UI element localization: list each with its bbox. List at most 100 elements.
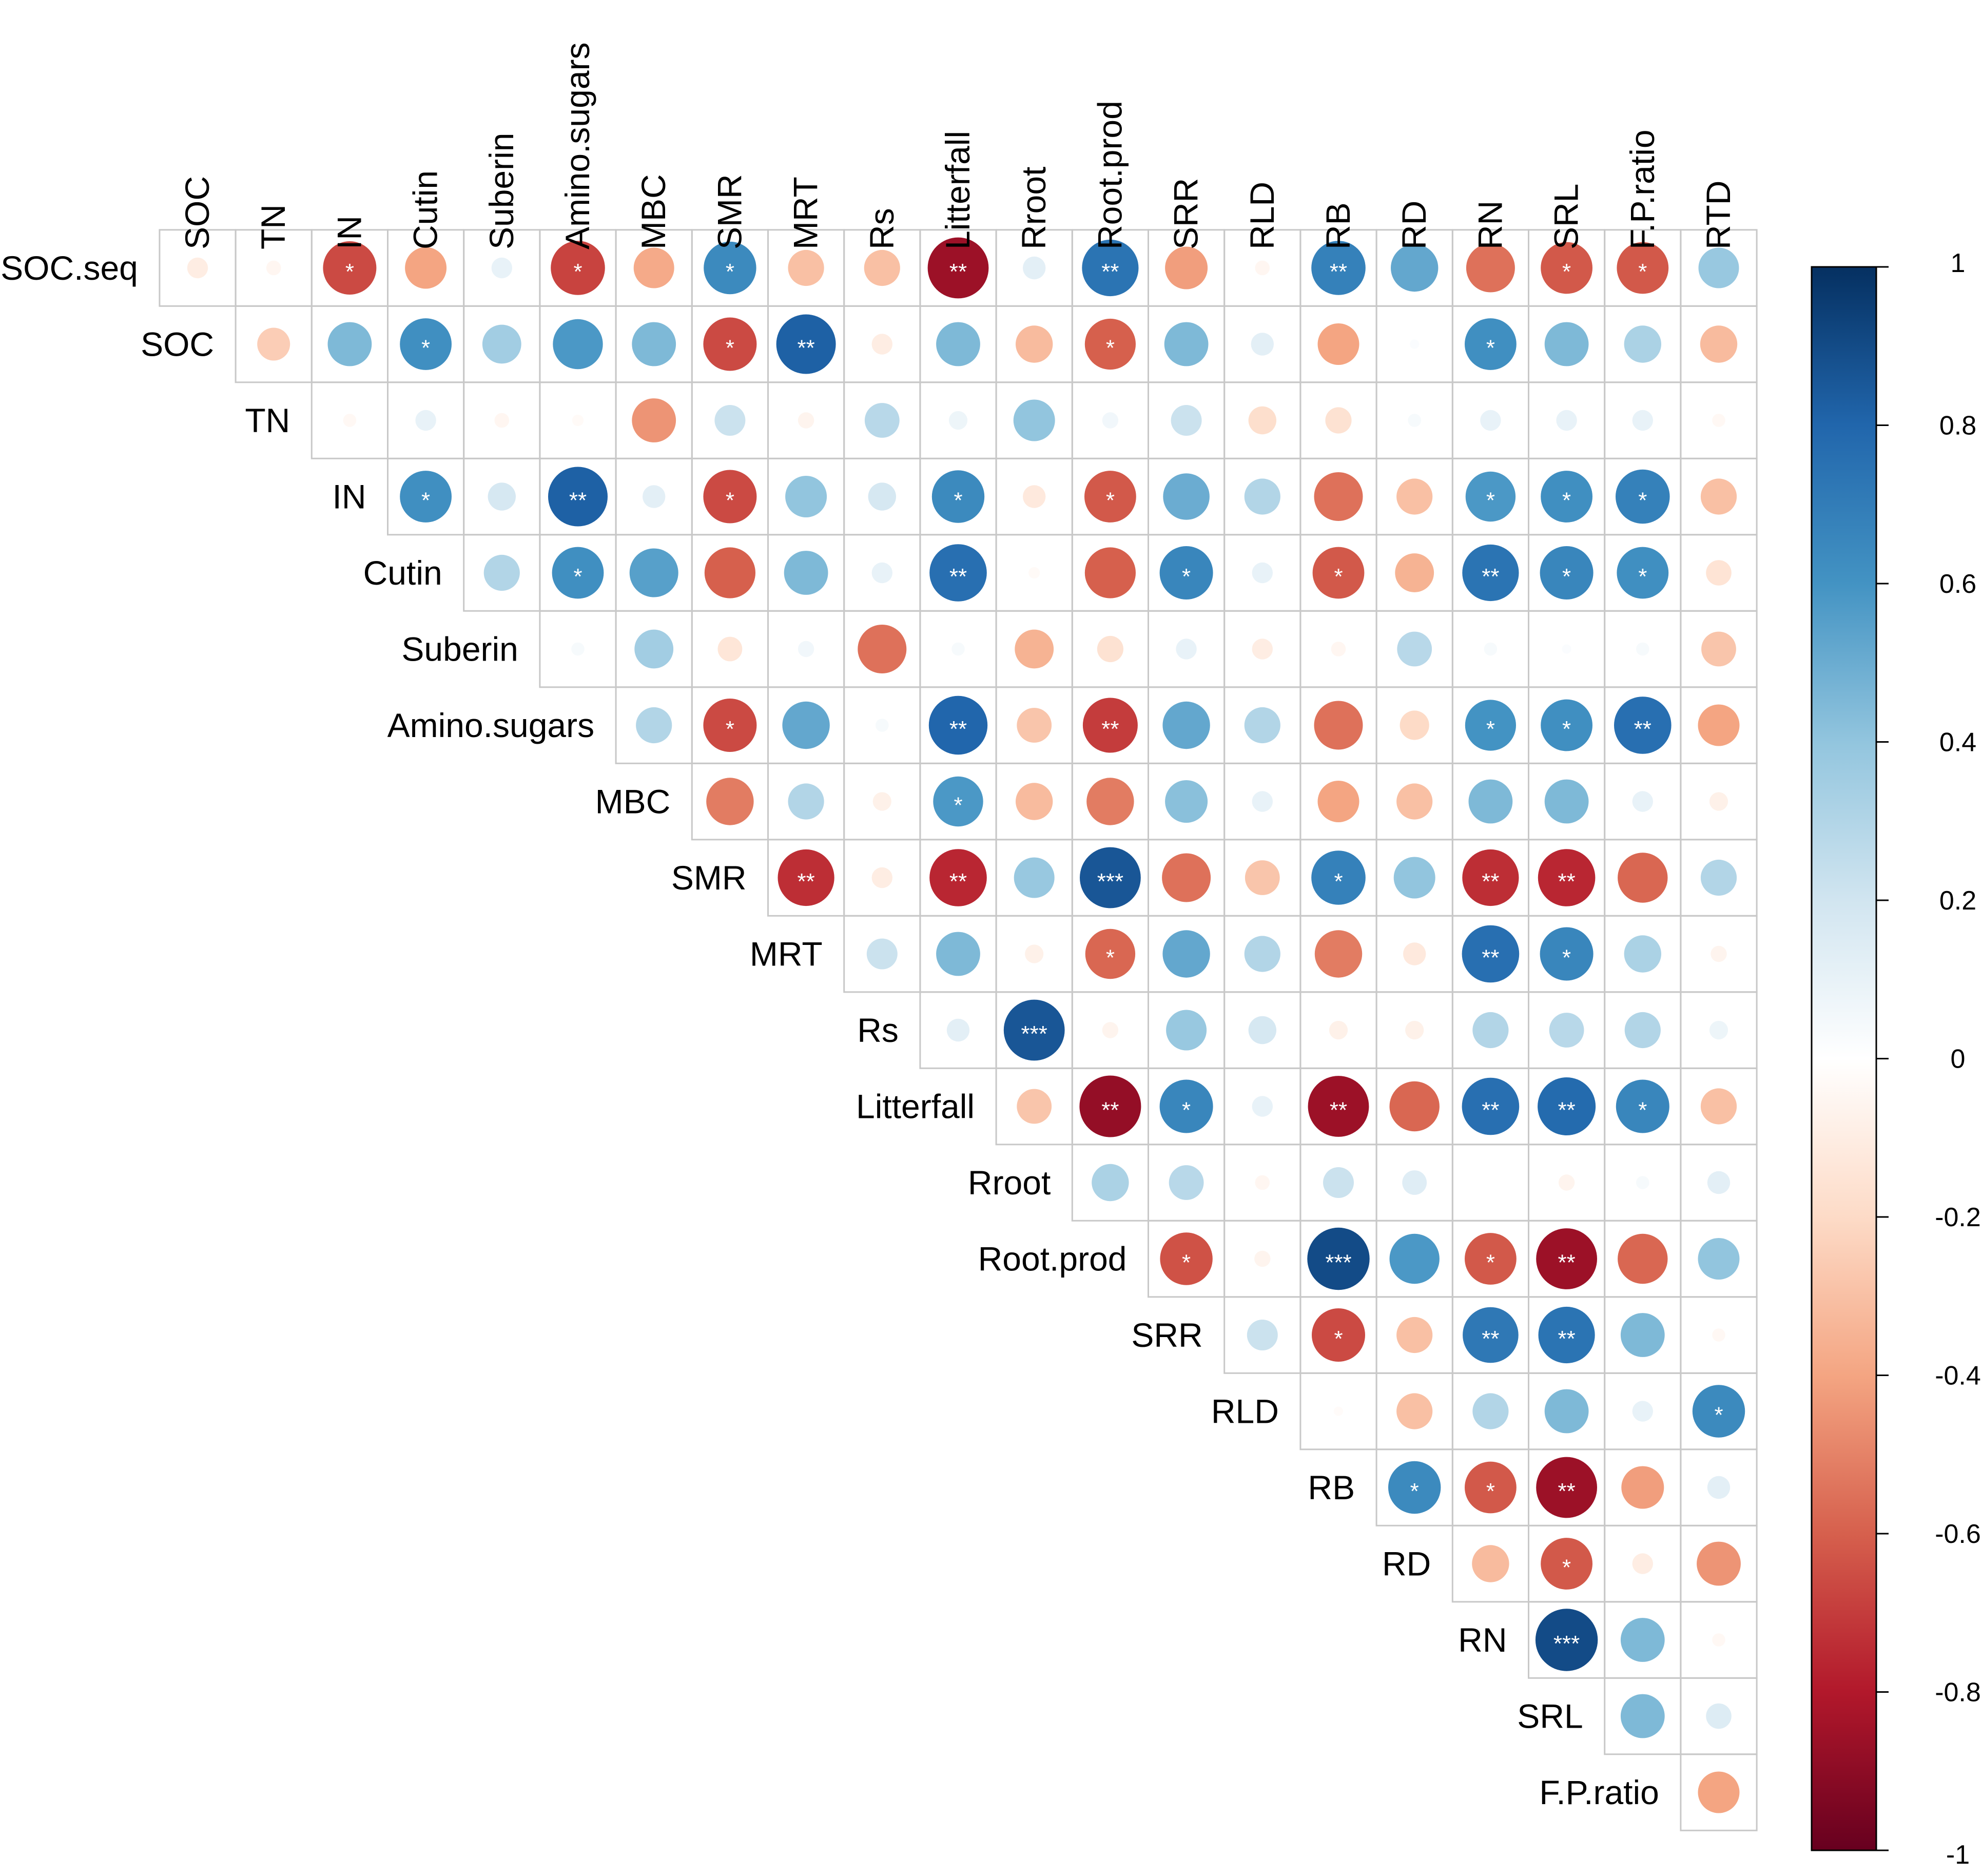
colorbar-tick-label: 0.8 (1939, 411, 1976, 441)
correlation-circle (1102, 1022, 1119, 1038)
correlation-circle (1700, 325, 1738, 363)
correlation-circle (1082, 239, 1139, 297)
correlation-circle (1314, 701, 1363, 750)
correlation-circle (1480, 410, 1501, 431)
column-label: RB (1319, 202, 1357, 249)
correlation-circle (1016, 783, 1053, 820)
significance-mark: ** (1330, 259, 1347, 284)
correlation-circle (871, 562, 893, 584)
correlation-circle (1465, 1461, 1517, 1514)
correlation-circle (1311, 241, 1366, 295)
correlation-circle (1709, 792, 1728, 811)
column-label: MBC (634, 174, 672, 249)
column-label: F.P.ratio (1623, 129, 1661, 249)
correlation-circle (1314, 930, 1363, 978)
correlation-circle (400, 318, 452, 370)
significance-mark: ** (1330, 1098, 1347, 1123)
correlation-circle (1410, 339, 1420, 349)
significance-mark: ** (1558, 869, 1575, 894)
correlation-circle (1092, 1164, 1129, 1202)
correlation-circle (864, 403, 900, 438)
significance-mark: * (1562, 488, 1571, 513)
correlation-circle (1706, 560, 1732, 586)
correlation-circle (933, 776, 983, 827)
correlation-circle (1463, 1307, 1519, 1363)
significance-mark: ** (1634, 717, 1651, 742)
significance-mark: * (726, 336, 734, 361)
row-label: RB (1308, 1468, 1355, 1506)
correlation-circle (1536, 1457, 1598, 1518)
significance-mark: *** (1553, 1631, 1580, 1656)
grid-cell (1680, 1753, 1758, 1831)
colorbar-tick-label: 0 (1951, 1045, 1966, 1074)
correlation-circle (491, 257, 512, 279)
correlation-circle (1312, 1308, 1365, 1362)
significance-mark: * (1486, 488, 1495, 513)
correlation-circle (1255, 260, 1270, 276)
significance-mark: * (726, 717, 734, 742)
correlation-circle (1700, 1088, 1737, 1125)
correlation-circle (928, 695, 988, 755)
correlation-circle (1396, 478, 1433, 515)
correlation-circle (1540, 546, 1594, 599)
correlation-circle (1562, 644, 1571, 654)
correlation-circle (1391, 244, 1439, 292)
row-label: Litterfall (856, 1088, 975, 1126)
column-label: Litterfall (939, 131, 977, 249)
correlation-circle (864, 249, 900, 286)
correlation-circle (1707, 1476, 1731, 1499)
significance-mark: * (1334, 1326, 1343, 1351)
colorbar-tick-label: -0.6 (1935, 1519, 1981, 1549)
column-labels: SOC TN IN Cutin Suberin Amino.sugars MBC SMR MRT… (178, 42, 1737, 249)
correlation-circle (1632, 791, 1653, 812)
significance-mark: ** (1482, 869, 1499, 894)
correlation-circle (1618, 1233, 1668, 1284)
correlation-circle (1624, 325, 1661, 363)
correlation-circle (1317, 781, 1359, 822)
correlation-circle (1251, 333, 1274, 356)
correlation-circle (1162, 930, 1210, 978)
correlation-circle (931, 470, 985, 523)
significance-mark: * (1638, 1098, 1647, 1123)
significance-mark: * (1334, 564, 1343, 589)
correlation-circle (1711, 945, 1727, 962)
correlation-circle (1544, 779, 1589, 824)
correlation-circle (1709, 1020, 1728, 1040)
correlation-circle (343, 414, 357, 427)
correlation-circle (1538, 849, 1596, 906)
correlation-circle (1248, 1016, 1276, 1045)
correlation-circle (1163, 473, 1210, 520)
correlation-circle (703, 699, 757, 752)
correlation-circle (866, 938, 898, 970)
correlation-circle (1169, 1165, 1204, 1200)
row-label: Suberin (401, 630, 518, 668)
correlation-circle (1617, 242, 1669, 294)
significance-mark: ** (1558, 1479, 1575, 1504)
correlation-circle (1080, 847, 1141, 908)
colorbar-tick-label: -0.4 (1935, 1361, 1981, 1391)
correlation-circle (871, 334, 893, 355)
correlation-circle (788, 783, 824, 820)
correlation-circle (1102, 412, 1119, 429)
correlation-circle (1028, 567, 1040, 579)
correlation-circle (1544, 322, 1589, 366)
correlation-circle (1698, 1238, 1740, 1280)
correlation-circle (704, 547, 755, 598)
significance-mark: ** (569, 488, 587, 513)
correlation-circle (1086, 778, 1134, 825)
correlation-circle (1244, 707, 1280, 744)
correlation-circle (1307, 1227, 1370, 1290)
correlation-circle (1314, 472, 1363, 521)
correlation-circle (1085, 929, 1136, 979)
significance-mark: * (1182, 1250, 1191, 1275)
correlation-circle (1084, 471, 1136, 523)
correlation-circle (929, 544, 987, 602)
correlation-circle (1254, 1250, 1271, 1267)
significance-mark: ** (797, 869, 814, 894)
correlation-circle (1462, 1077, 1520, 1135)
correlation-circle (633, 247, 674, 288)
correlation-circle (1082, 698, 1138, 753)
correlation-circle (187, 257, 208, 279)
correlation-circle (1176, 639, 1197, 660)
significance-mark: * (1410, 1479, 1419, 1504)
